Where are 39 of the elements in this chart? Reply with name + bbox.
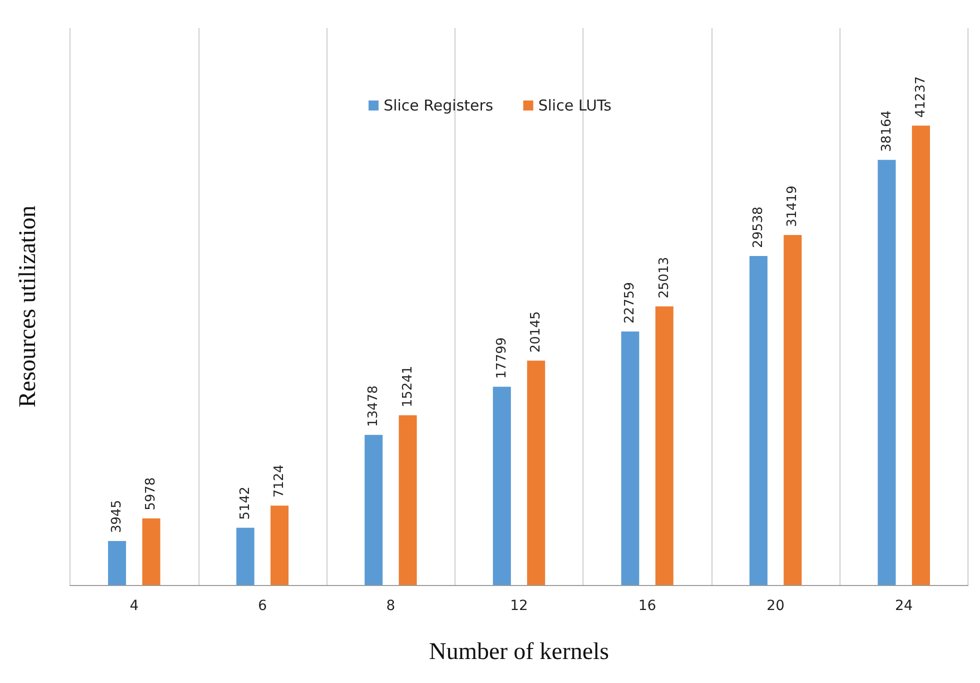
data-label: 15241: [400, 366, 416, 408]
bar: [527, 360, 546, 585]
bar: [749, 256, 768, 585]
bar: [621, 331, 640, 585]
x-axis-title: Number of kernels: [429, 639, 609, 665]
bar: [492, 386, 511, 585]
bar: [912, 126, 930, 585]
bar: [655, 306, 674, 585]
data-label: 38164: [879, 110, 894, 152]
x-tick-label: 24: [894, 598, 913, 614]
data-label: 20145: [528, 311, 544, 353]
data-label: 13478: [366, 385, 382, 427]
bar: [398, 415, 417, 585]
data-label: 3945: [110, 500, 125, 534]
bar: [364, 434, 383, 585]
y-axis-title: Resources utilization: [15, 206, 41, 408]
x-tick-label: 8: [386, 598, 396, 614]
data-label: 17799: [494, 337, 510, 379]
data-label: 22759: [622, 282, 638, 324]
data-label: 5142: [238, 486, 253, 520]
data-label: 7124: [272, 464, 288, 498]
data-label: 5978: [144, 477, 159, 510]
x-tick-label: 20: [766, 598, 784, 614]
x-tick-label: 6: [258, 598, 267, 614]
x-tick-label: 4: [130, 598, 139, 614]
bar: [270, 506, 289, 585]
data-label: 29538: [750, 206, 766, 248]
data-label: 25013: [656, 256, 672, 298]
bar: [236, 528, 254, 585]
data-label: 31419: [785, 186, 800, 227]
bar: [108, 541, 126, 585]
x-tick-label: 12: [510, 598, 528, 614]
bar: [784, 234, 802, 585]
legend-label: Slice LUTs: [538, 96, 612, 114]
x-tick-label: 16: [638, 598, 656, 614]
legend-label: Slice Registers: [384, 96, 494, 114]
data-label: 41237: [913, 76, 928, 118]
bar: [878, 160, 896, 585]
bar: [142, 518, 160, 585]
